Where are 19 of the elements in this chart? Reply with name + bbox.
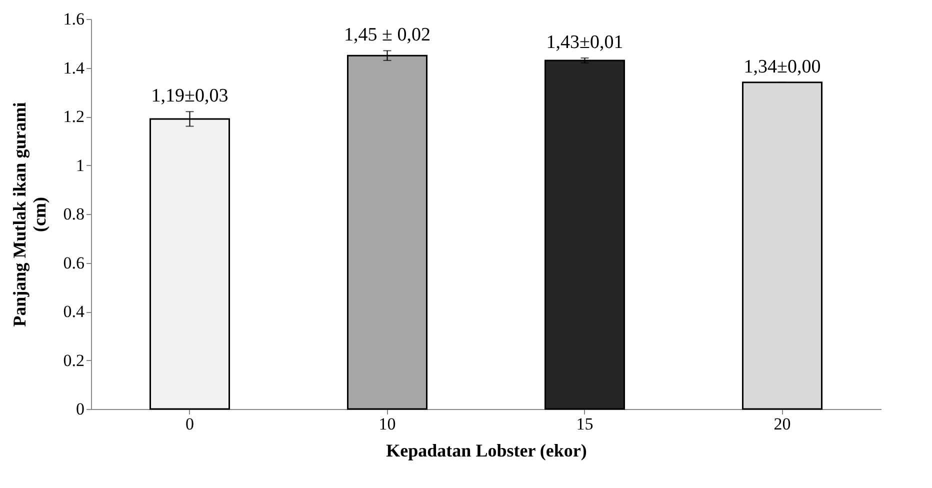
y-tick-label: 1.4 bbox=[63, 58, 85, 78]
x-tick-label: 0 bbox=[186, 414, 194, 434]
y-tick-label: 1 bbox=[76, 156, 84, 175]
y-axis-title: Panjang Mutlak ikan gurami (cm) bbox=[9, 102, 50, 327]
y-tick-label: 0.6 bbox=[63, 253, 84, 272]
data-label: 1,43±0,01 bbox=[546, 32, 624, 53]
y-tick-label: 0 bbox=[76, 400, 84, 418]
y-tick-label: 0.2 bbox=[63, 350, 84, 370]
data-label: 1,34±0,00 bbox=[744, 56, 821, 78]
data-label: 1,45 ± 0,02 bbox=[344, 24, 430, 46]
y-tick-label: 0.4 bbox=[63, 302, 85, 321]
y-tick-label: 0.8 bbox=[63, 204, 84, 224]
y-tick-label: 1.2 bbox=[63, 107, 84, 126]
x-tick-label: 10 bbox=[378, 414, 396, 434]
x-tick-label: 20 bbox=[774, 414, 791, 434]
data-label: 1,19±0,03 bbox=[151, 86, 228, 107]
y-tick-label: 1.6 bbox=[63, 10, 84, 28]
x-axis-title: Kepadatan Lobster (ekor) bbox=[386, 440, 587, 460]
x-tick-label: 15 bbox=[576, 414, 594, 434]
